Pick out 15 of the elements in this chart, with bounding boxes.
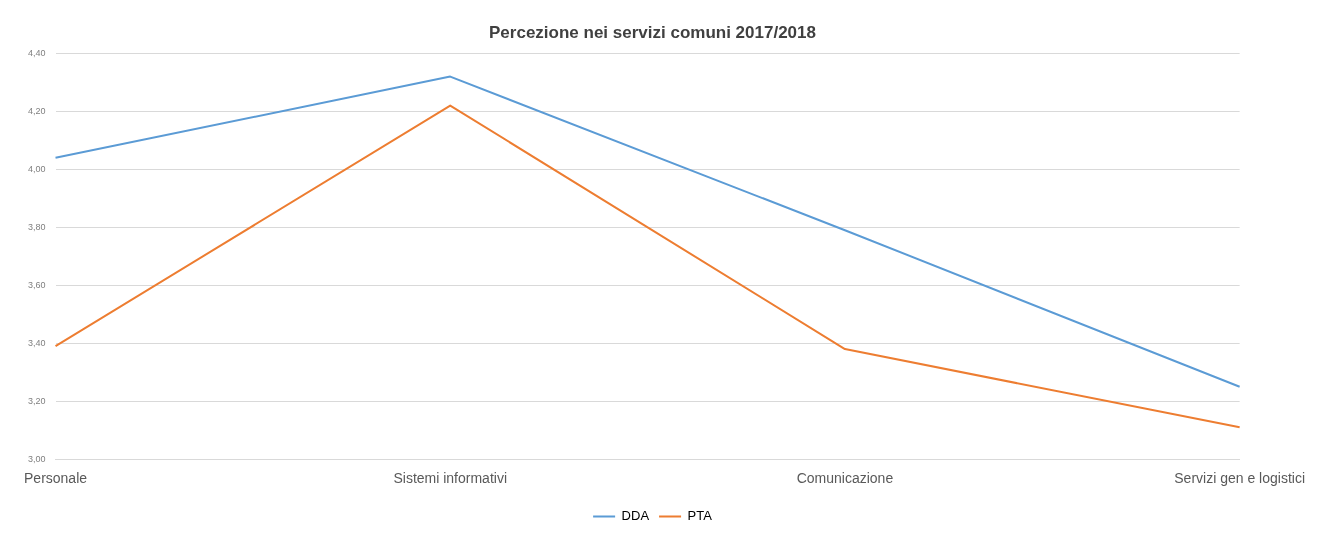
legend-label: DDA (621, 508, 650, 524)
y-tick-label: 4,40 (27, 47, 46, 58)
chart-title: Percezione nei servizi comuni 2017/2018 (489, 22, 816, 42)
y-tick-label: 3,40 (27, 337, 46, 348)
x-tick-label: Comunicazione (796, 470, 894, 487)
y-tick-label: 3,80 (27, 221, 46, 232)
y-tick-label: 3,00 (27, 453, 46, 464)
x-tick-label: Sistemi informativi (393, 470, 508, 487)
legend-label: PTA (687, 508, 713, 524)
y-tick-label: 3,20 (27, 395, 46, 406)
x-tick-label: Servizi gen e logistici (1174, 470, 1306, 487)
x-tick-label: Personale (23, 470, 88, 487)
y-tick-label: 4,20 (27, 105, 46, 116)
y-tick-label: 4,00 (27, 163, 46, 174)
y-tick-label: 3,60 (27, 279, 46, 290)
